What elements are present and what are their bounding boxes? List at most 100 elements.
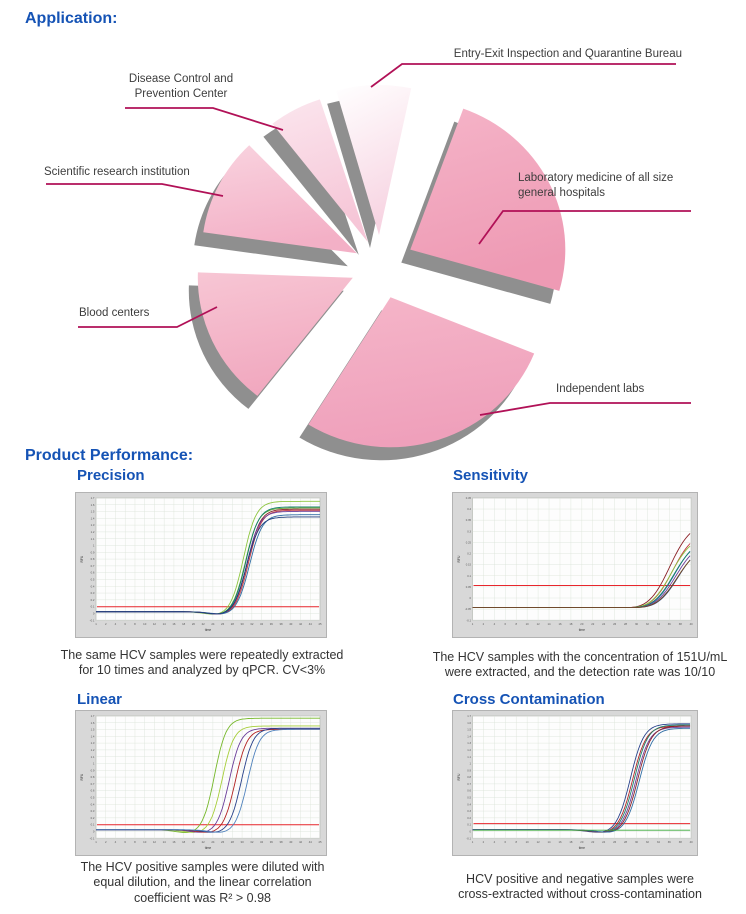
linear-caption-line3: coefficient was R² > 0.98 [134, 890, 271, 905]
pie-label-laboratory-medicine: Laboratory medicine of all size general … [518, 172, 674, 199]
pie-slice [272, 99, 368, 243]
x-tick-label: 38 [679, 840, 683, 844]
cross-contamination-title: Cross Contamination [453, 691, 605, 708]
x-tick-label: 16 [172, 840, 176, 844]
grid-lines [95, 715, 321, 839]
x-tick-label: 40 [690, 622, 694, 626]
x-tick-label: 10 [526, 622, 530, 626]
y-tick-label: 0.4 [91, 584, 95, 588]
x-tick-label: 45 [318, 622, 322, 626]
y-tick-label: 0.7 [91, 782, 95, 786]
y-tick-label: -0.1 [466, 836, 471, 840]
y-tick-label: -0.05 [465, 607, 472, 611]
qpcr-plot-svg: 1.7 1.6 1.5 1.4 1.3 1.2 1.1 1 0.9 0.8 0.7 0.6 0.5 0.4… [80, 496, 322, 632]
grid-lines [95, 497, 321, 621]
pie-leader-lines [46, 63, 691, 416]
x-tick-label: 10 [143, 840, 147, 844]
x-tick-label: 1 [95, 622, 97, 626]
x-tick-label: 2 [105, 840, 107, 844]
y-tick-label: 0.4 [467, 507, 471, 511]
y-tick-label: 1.3 [91, 741, 95, 745]
y-tick-label: 0.05 [466, 585, 472, 589]
cross-caption-line1: HCV positive and negative samples were [466, 872, 694, 886]
qpcr-plot-svg: 1.7 1.6 1.5 1.4 1.3 1.2 1.1 1 0.9 0.8 0.7 0.6 0.5 0.4… [457, 714, 693, 850]
y-tick-label: 1.5 [467, 728, 471, 732]
pie-slice [308, 297, 535, 448]
x-tick-label: 12 [153, 840, 157, 844]
performance-heading: Product Performance: [25, 447, 194, 464]
x-tick-label: 36 [270, 622, 274, 626]
precision-title: Precision [77, 467, 145, 484]
x-tick-label: 22 [202, 622, 206, 626]
y-tick-label: 1.4 [467, 734, 471, 738]
y-tick-label: 0.9 [91, 768, 95, 772]
x-tick-label: 24 [602, 622, 606, 626]
x-tick-label: 2 [105, 622, 107, 626]
application-pie-chart [46, 63, 691, 461]
x-tick-label: 14 [163, 622, 167, 626]
y-axis-label: RFU [457, 773, 461, 780]
sensitivity-chart: 0.45 0.4 0.35 0.3 0.25 0.2 0.15 0.1 0.05 0 -0.05 -0… [452, 492, 698, 638]
pie-slice [197, 272, 353, 396]
x-tick-label: 40 [289, 622, 293, 626]
x-axis-label: time [205, 846, 212, 850]
x-tick-label: 16 [558, 622, 562, 626]
y-tick-label: 0.6 [91, 571, 95, 575]
x-tick-label: 32 [250, 622, 254, 626]
x-tick-label: 1 [95, 840, 97, 844]
x-tick-label: 4 [494, 840, 496, 844]
sensitivity-caption-line1: The HCV samples with the concentration o… [432, 650, 728, 664]
x-tick-label: 32 [250, 840, 254, 844]
x-tick-label: 36 [668, 840, 672, 844]
y-tick-label: 1 [93, 762, 95, 766]
x-tick-label: 2 [483, 622, 485, 626]
y-tick-label: 0.2 [91, 598, 95, 602]
x-tick-label: 18 [569, 622, 573, 626]
x-tick-label: 4 [494, 622, 496, 626]
y-tick-label: 1.1 [467, 755, 471, 759]
y-tick-label: 0 [93, 830, 95, 834]
x-tick-label: 6 [505, 840, 507, 844]
y-tick-label: 0.2 [467, 552, 471, 556]
x-tick-label: 40 [289, 840, 293, 844]
x-tick-label: 30 [241, 840, 245, 844]
y-tick-label: 0.25 [466, 540, 472, 544]
x-tick-label: 22 [591, 840, 595, 844]
x-tick-label: 1 [472, 840, 474, 844]
x-tick-label: 30 [241, 622, 245, 626]
y-axis-label: RFU [80, 555, 84, 562]
leader-line [479, 402, 691, 416]
y-tick-label: 1.3 [467, 741, 471, 745]
y-tick-label: 0.45 [466, 496, 472, 500]
x-tick-label: 18 [182, 622, 186, 626]
linear-title: Linear [77, 691, 123, 708]
pie-slice [336, 85, 412, 235]
x-tick-label: 4 [115, 622, 117, 626]
y-tick-label: 0 [470, 596, 472, 600]
y-tick-label: 1.2 [467, 748, 471, 752]
application-heading: Application: [25, 10, 118, 27]
linear-chart: 1.7 1.6 1.5 1.4 1.3 1.2 1.1 1 0.9 0.8 0.7 0.6 0.5 0.4… [75, 710, 327, 856]
y-tick-label: 1.5 [91, 510, 95, 514]
sensitivity-caption: The HCV samples with the concentration o… [415, 650, 745, 681]
leader-line [46, 183, 224, 197]
y-tick-label: 0.8 [467, 775, 471, 779]
y-axis-label: RFU [80, 773, 84, 780]
x-tick-label: 32 [646, 840, 650, 844]
x-tick-label: 34 [657, 840, 661, 844]
x-tick-label: 6 [505, 622, 507, 626]
y-tick-label: 0.3 [467, 529, 471, 533]
x-tick-label: 28 [624, 840, 628, 844]
y-tick-label: 1.2 [91, 530, 95, 534]
y-tick-label: 1 [93, 544, 95, 548]
cross-contamination-caption: HCV positive and negative samples were c… [415, 872, 745, 903]
x-tick-label: 4 [115, 840, 117, 844]
qpcr-plot-svg: 0.45 0.4 0.35 0.3 0.25 0.2 0.15 0.1 0.05 0 -0.05 -0… [457, 496, 694, 632]
x-tick-label: 24 [602, 840, 606, 844]
x-tick-label: 1 [472, 622, 474, 626]
x-tick-label: 10 [526, 840, 530, 844]
x-tick-label: 18 [569, 840, 573, 844]
linear-caption-line1: The HCV positive samples were diluted wi… [80, 860, 325, 874]
y-tick-label: 0.3 [467, 809, 471, 813]
